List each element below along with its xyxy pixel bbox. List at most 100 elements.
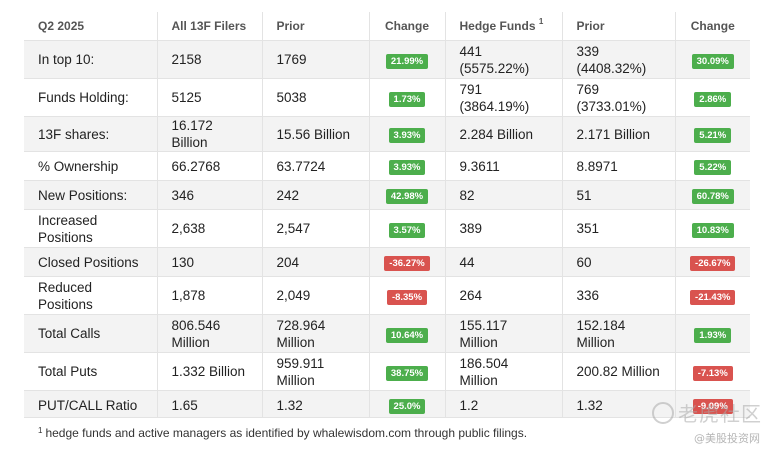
- all-filers-prior-value: 63.7724: [262, 151, 370, 181]
- table-row: % Ownership 66.2768 63.7724 3.93% 9.3611 8.89…: [24, 151, 750, 181]
- all-filers-prior-value-text: 63.7724: [276, 158, 326, 174]
- all-filers-value: 2,638: [157, 209, 263, 248]
- hedge-funds-change: 60.78%: [675, 180, 750, 210]
- all-filers-change: 10.64%: [369, 314, 446, 353]
- row-label: New Positions:: [24, 180, 158, 210]
- header-all-13f-filers: All 13F Filers: [157, 12, 263, 41]
- hedge-funds-prior-value: 60: [562, 247, 676, 277]
- change-badge: -26.67%: [690, 256, 736, 271]
- hedge-funds-value: 441 (5575.22%): [445, 40, 563, 79]
- all-filers-value: 806.546 Million: [157, 314, 263, 353]
- hedge-funds-value: 186.504 Million: [445, 352, 563, 391]
- all-filers-value: 1.65: [157, 390, 263, 420]
- hedge-funds-value-text: 9.3611: [459, 158, 500, 174]
- all-filers-value: 5125: [157, 78, 263, 117]
- hedge-funds-change: 30.09%: [675, 40, 750, 79]
- hedge-funds-value: 791 (3864.19%): [445, 78, 563, 117]
- table-body: In top 10: 2158 1769 21.99% 441 (5575.22%) 339…: [24, 40, 750, 420]
- all-filers-change: -8.35%: [369, 276, 446, 315]
- all-filers-change: -36.27%: [369, 247, 446, 277]
- table-row: PUT/CALL Ratio 1.65 1.32 25.0% 1.2 1.32 -9.09%: [24, 390, 750, 420]
- all-filers-prior-value-text: 959.911 Million: [276, 355, 325, 388]
- row-label-text: Increased Positions: [38, 212, 98, 245]
- hedge-funds-value: 44: [445, 247, 563, 277]
- header-prior: Prior: [262, 12, 370, 41]
- hedge-funds-value-text: 264: [459, 288, 483, 303]
- all-filers-change: 25.0%: [369, 390, 446, 420]
- hedge-funds-value-text: 82: [459, 187, 475, 203]
- row-label: Increased Positions: [24, 209, 158, 248]
- hedge-funds-prior-value: 152.184 Million: [562, 314, 676, 353]
- row-label: 13F shares:: [24, 116, 158, 152]
- change-badge: -8.35%: [386, 289, 428, 305]
- row-label-text: % Ownership: [38, 158, 119, 174]
- hedge-funds-value-text: 1.2: [459, 397, 479, 413]
- change-badge: 3.57%: [388, 222, 426, 238]
- hedge-funds-change: 10.83%: [675, 209, 750, 248]
- hedge-funds-prior-value-text: 1.32: [576, 397, 603, 413]
- all-filers-prior-value-text: 204: [276, 254, 300, 270]
- row-label-text: 13F shares:: [38, 126, 110, 142]
- change-badge: 3.93%: [388, 160, 426, 175]
- hedge-funds-prior-value-text: 200.82 Million: [576, 364, 660, 379]
- hedge-funds-value: 82: [445, 180, 563, 210]
- all-filers-prior-value: 959.911 Million: [262, 352, 370, 391]
- footnote-text: hedge funds and active managers as ident…: [45, 426, 528, 440]
- hedge-funds-value-text: 2.284 Billion: [459, 126, 534, 142]
- row-label-text: PUT/CALL Ratio: [38, 397, 138, 413]
- hedge-funds-change: 2.86%: [675, 78, 750, 117]
- change-badge: 42.98%: [385, 189, 429, 204]
- all-filers-prior-value: 728.964 Million: [262, 314, 370, 353]
- table-row: New Positions: 346 242 42.98% 82 51 60.78%: [24, 180, 750, 210]
- change-badge: -21.43%: [690, 289, 736, 305]
- table-row: Total Calls 806.546 Million 728.964 Millio…: [24, 314, 750, 353]
- all-filers-prior-value: 2,547: [262, 209, 370, 248]
- change-badge: 38.75%: [385, 365, 429, 381]
- all-filers-value: 16.172 Billion: [157, 116, 263, 152]
- hedge-funds-value-text: 791: [459, 81, 483, 97]
- all-filers-value-text: 66.2768: [171, 158, 221, 174]
- hedge-funds-prior-value: 200.82 Million: [562, 352, 676, 391]
- all-filers-prior-value-text: 728.964 Million: [276, 317, 326, 350]
- all-filers-value-text: 1.65: [171, 397, 198, 413]
- all-filers-value: 66.2768: [157, 151, 263, 181]
- hedge-funds-change: 5.22%: [675, 151, 750, 181]
- hedge-funds-prior-value-text: 336: [576, 288, 600, 303]
- hedge-funds-prior-value-text: 51: [576, 187, 592, 203]
- hedge-funds-value: 9.3611: [445, 151, 563, 181]
- change-badge: 60.78%: [691, 189, 734, 204]
- row-label: Total Calls: [24, 314, 158, 353]
- hedge-funds-value-text: 44: [459, 254, 475, 270]
- all-filers-prior-value: 2,049: [262, 276, 370, 315]
- hedge-funds-value: 264: [445, 276, 563, 315]
- hedge-funds-value-text: (3864.19%): [459, 98, 530, 114]
- table-row: 13F shares: 16.172 Billion 15.56 Billion 3.…: [24, 116, 750, 152]
- change-badge: 10.83%: [691, 222, 734, 238]
- all-filers-value-text: 2,638: [171, 221, 206, 236]
- all-filers-value-text: 5125: [171, 90, 202, 105]
- all-filers-change: 3.93%: [369, 116, 446, 152]
- all-filers-value-text: 16.172 Billion: [171, 118, 213, 150]
- all-filers-prior-value-text: 1.32: [276, 397, 303, 413]
- all-filers-change: 1.73%: [369, 78, 446, 117]
- change-badge: 21.99%: [385, 53, 429, 69]
- row-label: Reduced Positions: [24, 276, 158, 315]
- all-filers-prior-value: 242: [262, 180, 370, 210]
- row-label-text: In top 10:: [38, 52, 95, 67]
- all-filers-value-text: 806.546 Million: [171, 317, 221, 350]
- hedge-funds-prior-value-text: 152.184 Million: [576, 317, 626, 350]
- hedge-funds-prior-value: 336: [562, 276, 676, 315]
- all-filers-change: 21.99%: [369, 40, 446, 79]
- hedge-funds-prior-value-text: (4408.32%): [576, 60, 647, 76]
- hedge-funds-change: -9.09%: [675, 390, 750, 420]
- row-label: In top 10:: [24, 40, 158, 79]
- change-badge: 2.86%: [694, 91, 732, 107]
- all-filers-value: 1,878: [157, 276, 263, 315]
- hedge-funds-change: -21.43%: [675, 276, 750, 315]
- all-filers-prior-value: 1769: [262, 40, 370, 79]
- change-badge: -36.27%: [384, 256, 430, 271]
- change-badge: 30.09%: [691, 53, 734, 69]
- change-badge: -9.09%: [692, 399, 733, 415]
- all-filers-prior-value-text: 2,547: [276, 221, 311, 236]
- all-filers-change: 38.75%: [369, 352, 446, 391]
